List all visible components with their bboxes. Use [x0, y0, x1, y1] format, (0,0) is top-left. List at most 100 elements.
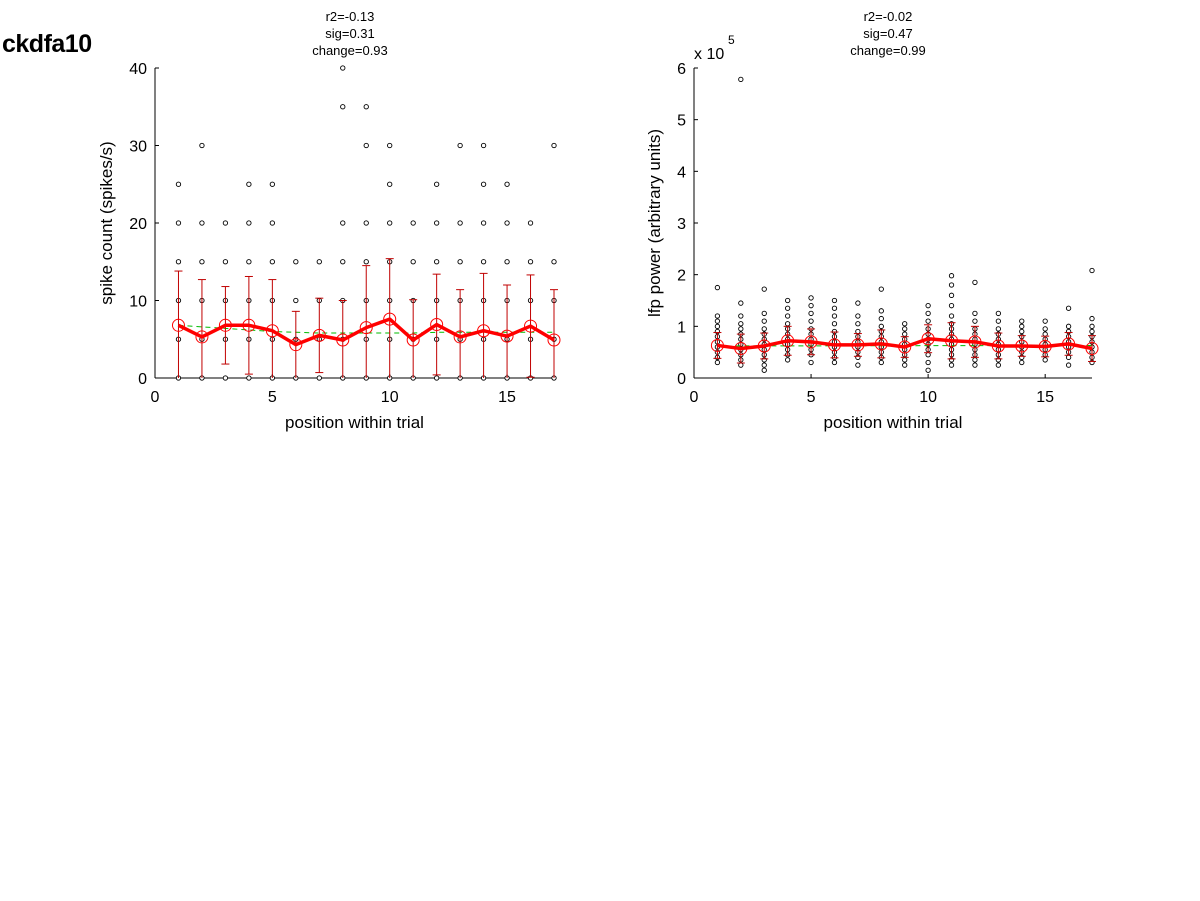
- data-point: [222, 220, 229, 226]
- mean-marker: [734, 342, 748, 356]
- data-point: [269, 259, 276, 265]
- data-point: [831, 297, 838, 304]
- x-tick-label: 5: [268, 389, 277, 406]
- data-point: [433, 220, 440, 226]
- data-point: [761, 310, 767, 317]
- mean-marker: [359, 321, 373, 335]
- data-point: [457, 259, 463, 265]
- y-tick-label: 10: [129, 294, 147, 311]
- data-point: [808, 318, 814, 324]
- y-tick-label: 4: [677, 164, 686, 181]
- data-point: [902, 357, 908, 363]
- data-point: [948, 362, 955, 368]
- mean-marker: [289, 338, 303, 352]
- mean-marker: [991, 339, 1005, 353]
- data-point: [1089, 315, 1095, 322]
- mean-marker: [1015, 339, 1029, 353]
- data-point: [738, 313, 744, 319]
- mean-line: [717, 336, 1093, 351]
- data-point: [925, 359, 931, 366]
- x-tick-label: 10: [381, 389, 399, 406]
- data-point: [761, 318, 767, 324]
- data-point: [1065, 305, 1072, 311]
- data-point: [363, 259, 369, 265]
- mean-marker: [547, 333, 561, 347]
- x-tick-label: 15: [498, 389, 516, 406]
- data-point: [316, 375, 322, 381]
- data-point: [831, 359, 838, 366]
- data-point: [293, 297, 299, 304]
- data-point: [387, 142, 393, 149]
- data-point: [925, 310, 931, 317]
- data-point: [246, 220, 252, 226]
- data-point: [340, 259, 346, 265]
- data-point: [246, 259, 252, 265]
- data-point: [761, 286, 767, 292]
- data-point: [878, 286, 884, 292]
- data-point: [480, 259, 487, 265]
- data-point: [808, 295, 814, 301]
- y-tick-label: 0: [677, 371, 686, 388]
- data-point: [269, 181, 276, 187]
- data-point: [738, 321, 744, 327]
- data-point: [293, 259, 299, 265]
- data-point: [1089, 328, 1095, 335]
- y-tick-label: 6: [677, 61, 686, 78]
- data-point: [1019, 359, 1025, 366]
- mean-marker: [336, 333, 350, 347]
- y-tick-label: 30: [129, 139, 147, 156]
- data-point: [504, 181, 510, 187]
- stats-line: sig=0.31: [325, 26, 375, 41]
- x-tick-label: 15: [1036, 389, 1054, 406]
- data-point: [784, 313, 791, 319]
- data-point: [808, 303, 814, 309]
- data-point: [1019, 318, 1025, 324]
- data-point: [972, 279, 978, 286]
- chart-panel-2: r2=-0.02 sig=0.47 change=0.99 0 1 2 3 4 5 6 0 5 10 15…: [645, 9, 1099, 432]
- data-point: [855, 328, 861, 335]
- data-point: [855, 313, 861, 319]
- mean-marker: [898, 340, 912, 354]
- data-point: [1089, 323, 1095, 329]
- data-point: [761, 362, 767, 368]
- mean-marker: [195, 330, 209, 344]
- mean-marker: [383, 312, 397, 326]
- data-point: [363, 220, 369, 226]
- data-point: [902, 326, 908, 332]
- data-point: [878, 359, 884, 366]
- mean-marker: [406, 333, 420, 347]
- data-point: [1019, 328, 1025, 335]
- data-point: [480, 142, 487, 149]
- data-point: [1042, 326, 1048, 332]
- mean-marker: [453, 330, 467, 344]
- data-point: [1042, 318, 1048, 324]
- data-point: [972, 310, 978, 317]
- data-point: [948, 282, 955, 288]
- mean-marker: [757, 339, 771, 353]
- data-point: [1019, 323, 1025, 329]
- mean-marker: [1038, 339, 1052, 353]
- data-point: [831, 321, 838, 327]
- data-point: [1065, 362, 1072, 368]
- chart-panel-1: r2=-0.13 sig=0.31 change=0.93 0 10 20 30 40 0 5 10…: [97, 9, 561, 432]
- mean-marker: [710, 338, 724, 352]
- mean-marker: [968, 335, 982, 349]
- data-point: [784, 297, 791, 304]
- data-point: [738, 362, 744, 368]
- data-point: [948, 303, 955, 309]
- data-point: [222, 375, 229, 381]
- data-point: [831, 305, 838, 311]
- x-tick-label: 5: [807, 389, 816, 406]
- data-point: [784, 305, 791, 311]
- data-point: [925, 318, 931, 324]
- y-axis-label: lfp power (arbitrary units): [645, 129, 664, 317]
- stats-line: r2=-0.13: [326, 9, 375, 24]
- data-point: [340, 220, 346, 226]
- data-point: [948, 273, 955, 279]
- data-point: [972, 318, 978, 324]
- y-exponent-power: 5: [728, 33, 735, 47]
- data-point: [1065, 354, 1072, 360]
- data-point: [551, 259, 557, 265]
- data-point: [480, 181, 487, 187]
